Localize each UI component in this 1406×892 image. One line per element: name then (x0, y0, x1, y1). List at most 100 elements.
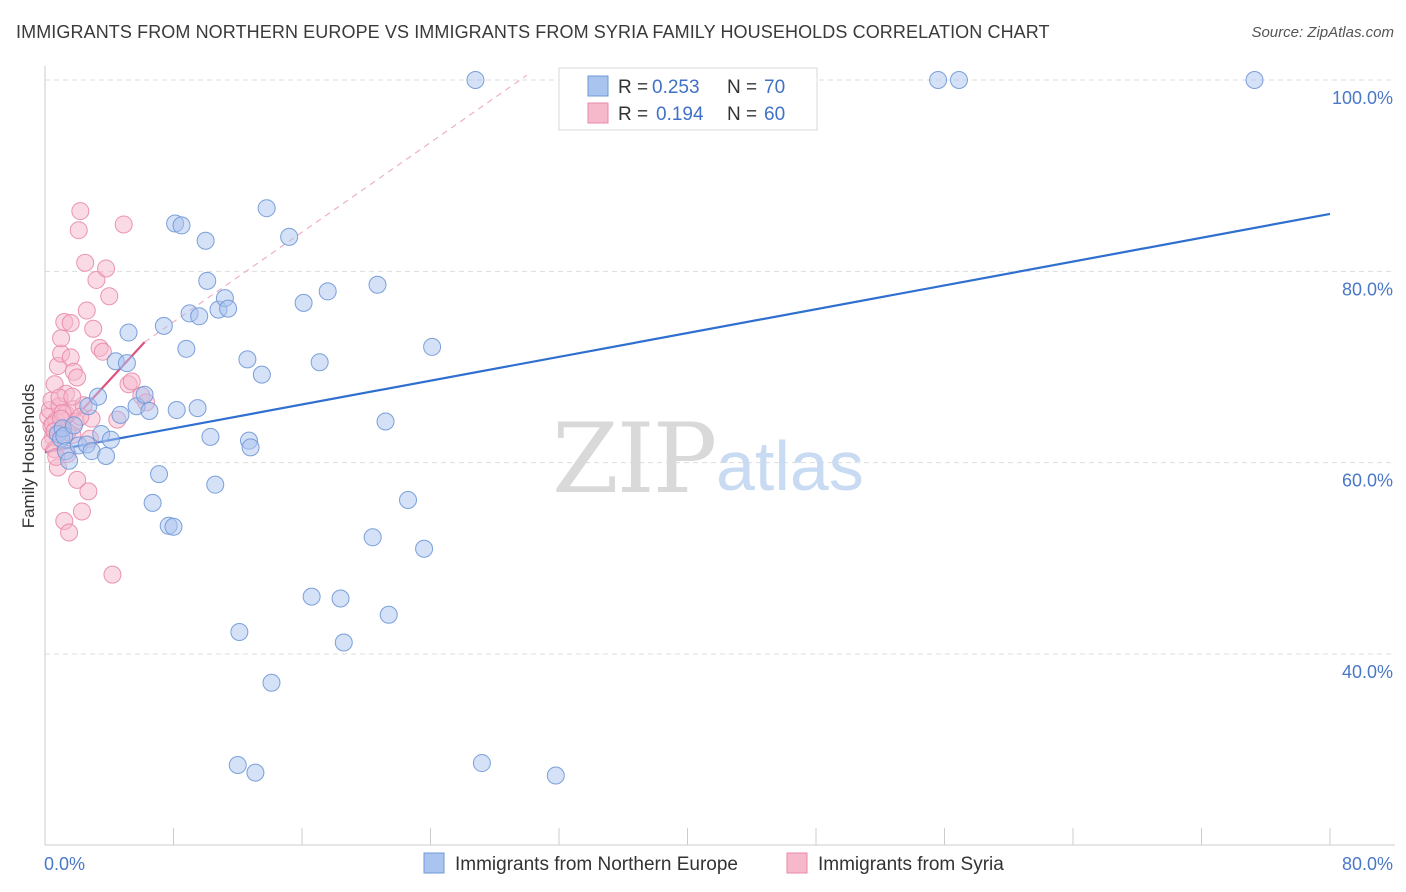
legend-r-label-1: R = (618, 77, 648, 98)
bottom-legend-label-syria: Immigrants from Syria (818, 854, 1004, 875)
point-syria-47 (122, 372, 141, 391)
legend: R = 0.253 N = 70 R = 0.194 N = 60 (558, 67, 818, 131)
point-northern-europe-22 (143, 493, 162, 512)
point-northern-europe-34 (196, 231, 215, 250)
point-syria-40 (93, 342, 112, 361)
point-northern-europe-51 (310, 353, 329, 372)
point-northern-europe-42 (238, 350, 257, 369)
point-northern-europe-35 (198, 271, 217, 290)
point-syria-29 (71, 202, 90, 221)
point-northern-europe-23 (150, 465, 169, 484)
point-syria-26 (68, 368, 87, 387)
x-tick-label-max: 80.0% (1342, 854, 1393, 874)
point-northern-europe-50 (302, 587, 321, 606)
point-northern-europe-17 (117, 354, 136, 373)
trend-lines (44, 74, 1331, 454)
chart-title: IMMIGRANTS FROM NORTHERN EUROPE VS IMMIG… (16, 22, 1050, 42)
point-northern-europe-63 (472, 754, 491, 773)
point-northern-europe-44 (241, 438, 260, 457)
legend-r-value-1: 0.253 (652, 77, 700, 98)
point-northern-europe-57 (376, 412, 395, 431)
point-northern-europe-21 (140, 402, 159, 421)
point-northern-europe-48 (280, 227, 299, 246)
point-northern-europe-56 (368, 275, 387, 294)
point-northern-europe-66 (949, 71, 968, 89)
point-northern-europe-40 (219, 299, 238, 318)
point-northern-europe-33 (190, 307, 209, 326)
point-northern-europe-61 (423, 337, 442, 356)
bottom-legend: Immigrants from Northern Europe Immigran… (423, 852, 1004, 875)
legend-n-value-2: 60 (764, 104, 785, 125)
source-label: Source: ZipAtlas.com (1251, 24, 1394, 41)
point-syria-41 (97, 259, 116, 278)
point-syria-43 (103, 565, 122, 584)
point-syria-37 (84, 319, 103, 338)
point-syria-45 (114, 215, 133, 234)
point-syria-28 (69, 221, 88, 240)
point-northern-europe-30 (177, 339, 196, 358)
point-syria-21 (61, 313, 80, 332)
point-northern-europe-13 (97, 446, 116, 465)
point-northern-europe-53 (331, 589, 350, 608)
point-northern-europe-49 (294, 293, 313, 312)
point-northern-europe-55 (363, 528, 382, 547)
point-northern-europe-28 (167, 401, 186, 420)
point-northern-europe-69 (246, 763, 265, 782)
y-tick-label-100: 100.0% (1332, 88, 1393, 108)
point-syria-56 (63, 387, 82, 406)
watermark-zip: ZIP (552, 403, 715, 515)
point-northern-europe-16 (111, 405, 130, 424)
point-syria-33 (77, 301, 96, 320)
point-northern-europe-26 (164, 517, 183, 536)
y-tick-label-40: 40.0% (1342, 662, 1393, 682)
point-northern-europe-20 (135, 385, 154, 404)
point-syria-32 (76, 253, 95, 272)
point-northern-europe-58 (379, 605, 398, 624)
point-syria-30 (72, 502, 91, 521)
bottom-legend-swatch-northern-europe (423, 852, 445, 874)
point-northern-europe-65 (929, 71, 948, 89)
bottom-legend-label-northern-europe: Immigrants from Northern Europe (455, 854, 738, 875)
point-northern-europe-60 (415, 539, 434, 558)
point-northern-europe-64 (546, 766, 565, 785)
point-northern-europe-18 (119, 323, 138, 342)
point-northern-europe-54 (334, 633, 353, 652)
point-syria-27 (68, 470, 87, 489)
y-tick-label-60: 60.0% (1342, 471, 1393, 491)
point-syria-34 (79, 482, 98, 501)
bottom-legend-swatch-syria (786, 852, 808, 874)
point-northern-europe-29 (172, 216, 191, 235)
point-syria-42 (100, 287, 119, 306)
point-northern-europe-47 (262, 673, 281, 692)
legend-n-label-1: N = (727, 77, 757, 98)
point-northern-europe-62 (466, 71, 485, 89)
watermark-atlas: atlas (716, 427, 864, 505)
grid-lines (45, 79, 1395, 655)
point-northern-europe-14 (101, 430, 120, 449)
trend-line-northern-europe (44, 212, 1331, 454)
tick-labels: 40.0% 60.0% 80.0% 100.0% 0.0% 80.0% (44, 88, 1393, 874)
point-syria-38 (87, 270, 106, 289)
data-points (39, 71, 1264, 785)
legend-r-value-2: 0.194 (656, 104, 704, 125)
axes (44, 66, 1395, 846)
legend-n-label-2: N = (727, 104, 757, 125)
point-northern-europe-5 (60, 451, 79, 470)
point-syria-12 (52, 329, 71, 348)
point-northern-europe-41 (230, 622, 249, 641)
point-northern-europe-68 (228, 755, 247, 774)
y-axis-title: Family Households (19, 384, 38, 529)
point-northern-europe-11 (89, 387, 108, 406)
point-northern-europe-32 (188, 399, 207, 418)
x-tick-label-min: 0.0% (44, 854, 85, 874)
trend-line-syria-extension (144, 74, 528, 343)
legend-r-label-2: R = (618, 104, 648, 125)
point-northern-europe-24 (154, 316, 173, 335)
point-northern-europe-45 (252, 365, 271, 384)
legend-n-value-1: 70 (764, 77, 785, 98)
watermark: ZIP atlas (552, 403, 864, 515)
point-northern-europe-46 (257, 199, 276, 218)
point-northern-europe-52 (318, 282, 337, 301)
y-tick-label-80: 80.0% (1342, 279, 1393, 299)
